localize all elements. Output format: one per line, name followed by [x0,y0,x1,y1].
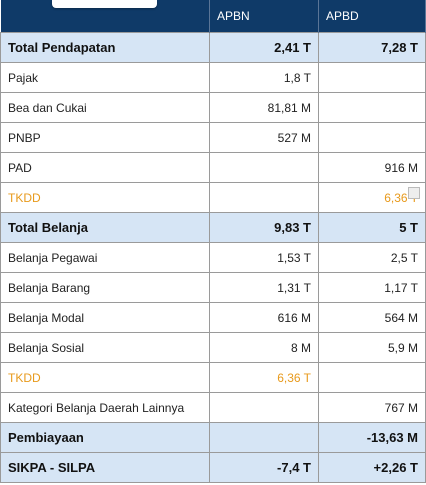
value-cell: 2,41 T [209,32,319,63]
row-label: Total Belanja [0,212,210,243]
value-cell: 5 T [318,212,426,243]
value-cell: 9,83 T [209,212,319,243]
row-label: TKDD [0,182,210,213]
table-row: TKDD 6,36 T [0,362,426,393]
row-label: Kategori Belanja Daerah Lainnya [0,392,210,423]
value-cell: 81,81 M [209,92,319,123]
table-row: TKDD 6,36 T [0,182,426,213]
row-label: SIKPA - SILPA [0,452,210,483]
value-cell: 767 M [318,392,426,423]
value-cell [209,182,319,213]
value-cell: 616 M [209,302,319,333]
value-cell: 1,17 T [318,272,426,303]
value-cell: 527 M [209,122,319,153]
table-body: Total Pendapatan 2,41 T 7,28 T Pajak 1,8 T Be… [0,32,426,483]
row-label: Belanja Barang [0,272,210,303]
value-cell: -7,4 T [209,452,319,483]
table-row: Belanja Sosial 8 M 5,9 M [0,332,426,363]
value-cell: 6,36 T [209,362,319,393]
row-label: PAD [0,152,210,183]
row-label: Total Pendapatan [0,32,210,63]
value-cell: 1,8 T [209,62,319,93]
value-cell: 5,9 M [318,332,426,363]
row-label: TKDD [0,362,210,393]
column-header[interactable]: APBN [209,0,319,33]
value-cell [209,422,319,453]
dropdown-icon[interactable] [408,187,420,199]
value-cell: 7,28 T [318,32,426,63]
value-cell [209,392,319,423]
row-label: Belanja Sosial [0,332,210,363]
value-cell [318,122,426,153]
table-row: SIKPA - SILPA -7,4 T +2,26 T [0,452,426,483]
value-cell: 564 M [318,302,426,333]
table-row: Total Pendapatan 2,41 T 7,28 T [0,32,426,63]
value-cell: 2,5 T [318,242,426,273]
value-cell [318,92,426,123]
table-row: Bea dan Cukai 81,81 M [0,92,426,123]
value-cell [209,152,319,183]
row-label: Belanja Modal [0,302,210,333]
value-cell [318,362,426,393]
row-label: Bea dan Cukai [0,92,210,123]
table-row: Belanja Modal 616 M 564 M [0,302,426,333]
value-cell: -13,63 M [318,422,426,453]
column-header[interactable]: APBD [318,0,426,33]
row-label: Pajak [0,62,210,93]
value-cell: 1,53 T [209,242,319,273]
toolbar[interactable] [52,0,157,8]
row-label: PNBP [0,122,210,153]
value-cell: 8 M [209,332,319,363]
row-label: Pembiayaan [0,422,210,453]
table-row: Belanja Barang 1,31 T 1,17 T [0,272,426,303]
table-row: PNBP 527 M [0,122,426,153]
value-cell: +2,26 T [318,452,426,483]
table-row: Pajak 1,8 T [0,62,426,93]
value-cell [318,62,426,93]
row-label: Belanja Pegawai [0,242,210,273]
table-row: PAD 916 M [0,152,426,183]
value-cell: 1,31 T [209,272,319,303]
value-cell: 916 M [318,152,426,183]
table-row: Pembiayaan -13,63 M [0,422,426,453]
table-row: Belanja Pegawai 1,53 T 2,5 T [0,242,426,273]
table-row: Kategori Belanja Daerah Lainnya 767 M [0,392,426,423]
